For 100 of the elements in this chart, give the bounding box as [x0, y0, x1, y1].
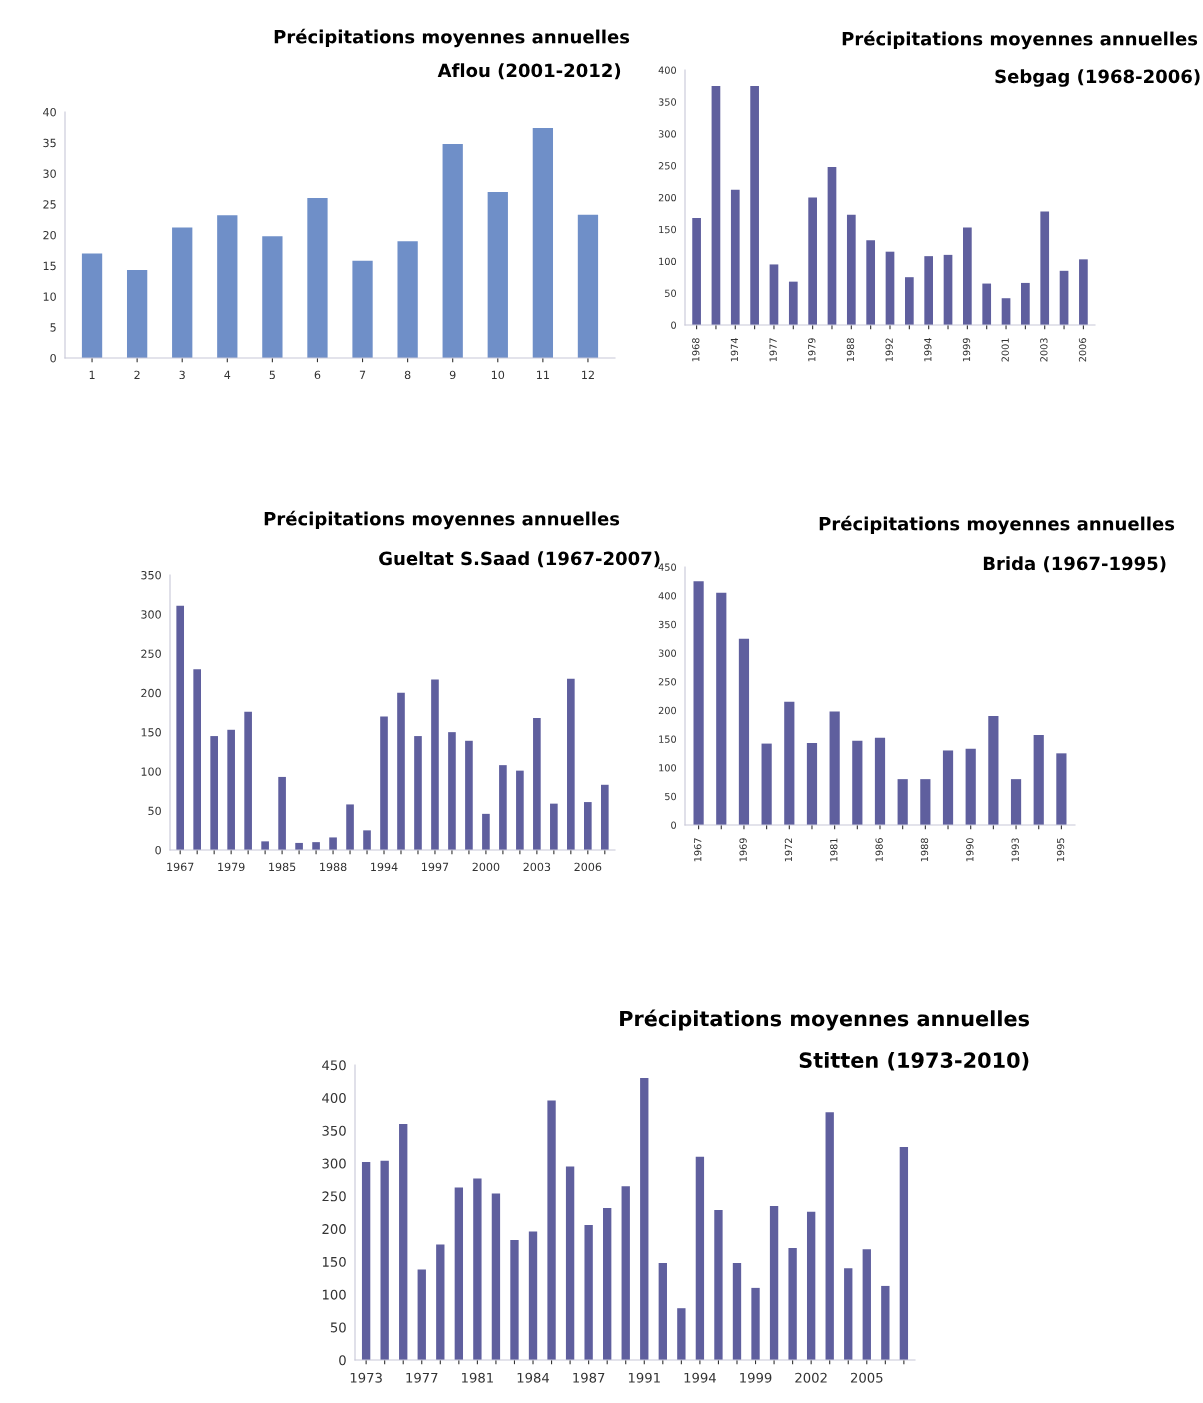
chart-subtitle: Aflou (2001-2012) — [437, 63, 621, 80]
bar — [924, 256, 934, 325]
bar — [1010, 779, 1022, 825]
bar — [532, 127, 554, 358]
bar — [528, 1231, 538, 1360]
x-tick-label: 2002 — [795, 1372, 827, 1383]
bar — [397, 241, 418, 358]
bar — [844, 1268, 853, 1360]
y-tick-label: 10 — [43, 292, 56, 301]
y-tick-label: 50 — [330, 1322, 346, 1333]
bar — [677, 1308, 686, 1360]
bar — [695, 1156, 705, 1360]
x-tick-label: 7 — [359, 370, 366, 379]
x-tick-label: 5 — [269, 370, 275, 380]
bar — [126, 270, 148, 358]
bar — [982, 283, 992, 325]
x-tick-label: 2005 — [850, 1372, 883, 1383]
bar — [172, 227, 193, 358]
x-tick-label: 11 — [537, 370, 549, 379]
x-tick-label: 1999 — [962, 338, 971, 362]
x-tick-label: 1988 — [920, 838, 929, 862]
y-tick-label: 350 — [141, 570, 161, 580]
y-tick-label: 150 — [141, 728, 161, 737]
bar — [1040, 211, 1050, 325]
chart-subtitle: Gueltat S.Saad (1967-2007) — [379, 551, 660, 568]
x-tick-label: 2000 — [472, 862, 500, 872]
bar — [380, 1160, 389, 1360]
bar — [711, 85, 721, 325]
x-tick-label: 2 — [134, 370, 140, 379]
y-tick-label: 200 — [658, 193, 677, 202]
bar — [1021, 282, 1030, 325]
x-tick-label: 1987 — [573, 1372, 605, 1383]
bar — [942, 750, 954, 825]
bar — [81, 253, 103, 358]
bar — [565, 1166, 575, 1360]
y-tick-label: 0 — [50, 353, 56, 363]
bar — [920, 779, 931, 825]
x-tick-label: 1984 — [517, 1372, 550, 1383]
bar — [761, 743, 772, 825]
bar — [399, 1124, 408, 1360]
chart-subtitle: Sebgag (1968-2006) — [995, 69, 1200, 87]
bar — [352, 260, 373, 358]
bar — [852, 740, 863, 825]
bar — [881, 1285, 890, 1360]
bar — [397, 692, 405, 850]
bar — [769, 1205, 779, 1360]
bar — [808, 197, 817, 325]
y-tick-label: 350 — [658, 620, 677, 629]
bar — [577, 214, 599, 358]
chart-title: Précipitations moyennes annuelles — [842, 30, 1198, 50]
bar — [885, 251, 895, 325]
x-tick-label: 1986 — [875, 838, 883, 862]
x-tick-label: 1997 — [422, 862, 449, 872]
bar — [899, 1146, 909, 1360]
y-tick-label: 100 — [141, 767, 161, 776]
bar — [261, 841, 269, 850]
bar — [217, 215, 238, 358]
bar — [414, 736, 422, 850]
bar — [547, 1100, 556, 1360]
bar — [516, 770, 524, 850]
y-tick-label: 100 — [659, 764, 677, 772]
y-tick-label: 30 — [43, 169, 56, 178]
x-tick-label: 1988 — [320, 862, 347, 872]
y-tick-label: 350 — [658, 98, 677, 106]
x-tick-label: 8 — [404, 370, 411, 380]
x-tick-label: 1977 — [406, 1372, 438, 1383]
x-tick-label: 2003 — [1040, 338, 1048, 362]
bar — [1056, 753, 1067, 825]
x-tick-label: 9 — [449, 370, 456, 380]
y-tick-label: 450 — [322, 1060, 346, 1071]
y-tick-label: 15 — [43, 261, 56, 271]
y-tick-label: 350 — [322, 1125, 346, 1136]
y-tick-label: 150 — [659, 225, 677, 234]
bar — [550, 803, 558, 850]
bar — [825, 1112, 834, 1360]
y-tick-label: 200 — [322, 1224, 346, 1235]
bar — [533, 718, 541, 850]
x-tick-label: 10 — [491, 370, 505, 380]
bar — [193, 669, 201, 850]
bar — [262, 236, 283, 358]
x-tick-label: 1968 — [692, 338, 700, 362]
bar — [862, 1249, 871, 1360]
bar — [732, 1262, 742, 1360]
x-tick-label: 1985 — [269, 862, 296, 872]
bar — [943, 254, 953, 325]
bar — [1079, 259, 1088, 325]
x-tick-label: 1990 — [966, 838, 974, 862]
chart-subtitle: Brida (1967-1995) — [983, 556, 1166, 573]
x-tick-label: 1969 — [739, 838, 747, 862]
y-tick-label: 0 — [339, 1355, 346, 1366]
bar — [491, 1193, 501, 1360]
bar — [442, 143, 463, 358]
x-tick-label: 1994 — [684, 1372, 716, 1383]
bar — [874, 737, 886, 825]
bar — [965, 748, 976, 825]
bar — [278, 776, 286, 850]
x-tick-label: 1972 — [784, 838, 793, 862]
y-tick-label: 40 — [43, 107, 56, 117]
x-tick-label: 1 — [89, 370, 95, 379]
bar — [473, 1178, 482, 1360]
